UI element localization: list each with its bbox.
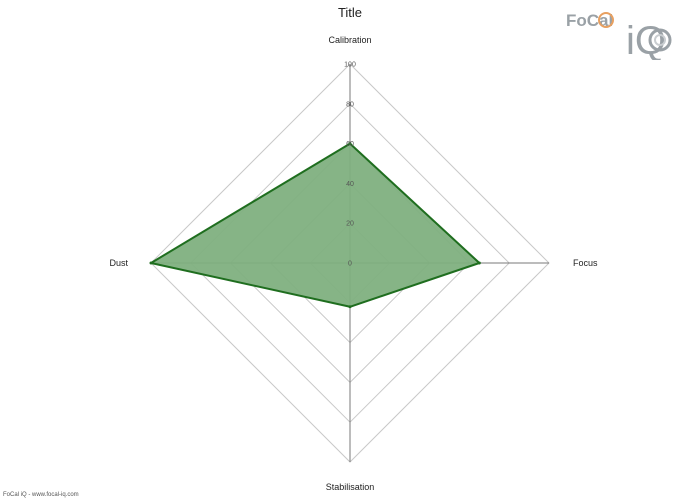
- series-area: [150, 142, 481, 308]
- data-point: [348, 305, 352, 309]
- axis-label: Focus: [573, 258, 598, 268]
- logo-lens-inner-icon: [654, 34, 666, 46]
- axis-label: Dust: [109, 258, 128, 268]
- focal-iq-logo: FoCal iQ: [566, 11, 672, 60]
- axis-label: Calibration: [328, 35, 371, 45]
- radar-series: [149, 142, 481, 309]
- logo-lens-icon: [648, 28, 672, 52]
- radar-tick-labels: 0 20 40 60 80 100: [344, 62, 356, 268]
- tick-label: 40: [346, 181, 354, 188]
- tick-label: 100: [344, 62, 356, 69]
- chart-title: Title: [338, 5, 362, 20]
- logo-suffix-text: iQ: [626, 19, 666, 60]
- data-point: [348, 142, 352, 146]
- footer-credit: FoCal iQ - www.focal-iq.com: [3, 492, 79, 498]
- tick-label: 20: [346, 221, 354, 228]
- data-point: [477, 261, 481, 265]
- tick-label: 0: [348, 261, 352, 268]
- data-point: [149, 261, 153, 265]
- tick-label: 60: [346, 141, 354, 148]
- radar-axis-labels: Calibration Focus Stabilisation Dust: [109, 35, 598, 492]
- logo-accent-icon: [598, 12, 614, 28]
- axis-label: Stabilisation: [326, 482, 375, 492]
- tick-label: 80: [346, 101, 354, 108]
